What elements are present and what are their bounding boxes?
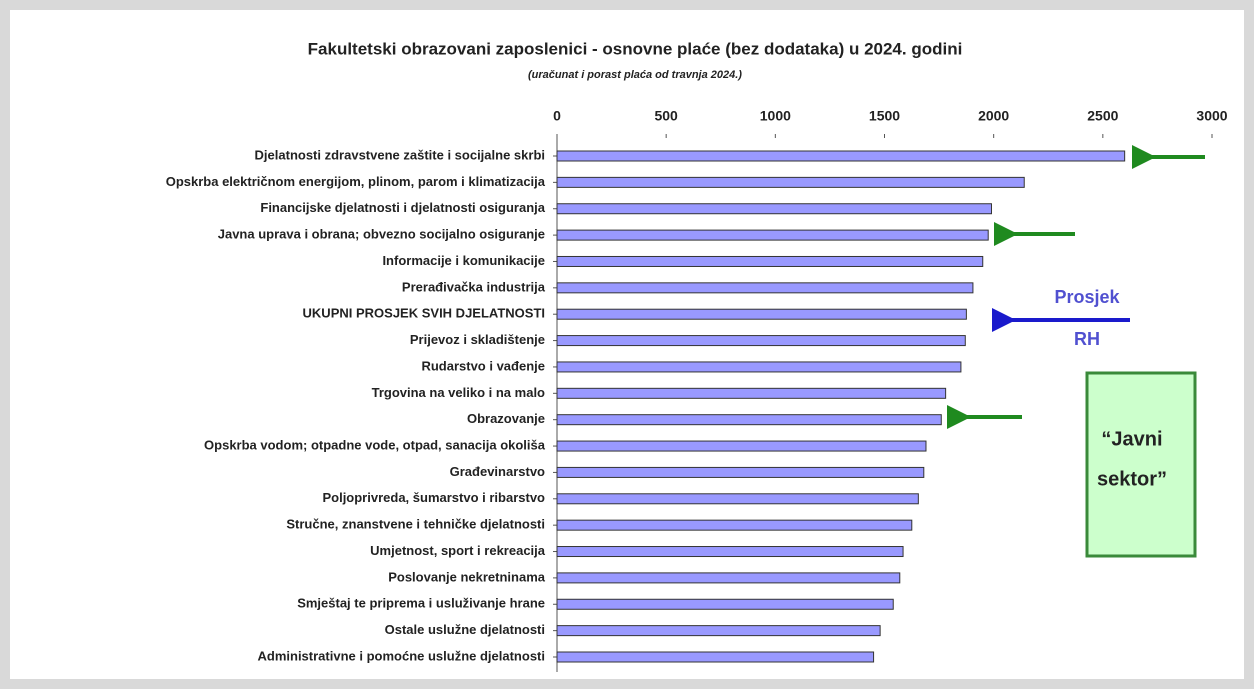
- y-tick-label: Opskrba električnom energijom, plinom, p…: [166, 174, 546, 189]
- y-tick-label: Umjetnost, sport i rekreacija: [370, 543, 546, 558]
- chart-subtitle: (uračunat i porast plaća od travnja 2024…: [528, 69, 742, 81]
- y-tick-label: Poslovanje nekretninama: [388, 569, 546, 584]
- bar: [556, 387, 947, 399]
- x-tick-label: 2500: [1087, 108, 1118, 124]
- annotation: RH: [1074, 329, 1100, 349]
- bar: [556, 229, 989, 241]
- y-tick-label: Obrazovanje: [467, 411, 545, 426]
- y-tick-label: Ostale uslužne djelatnosti: [385, 622, 545, 637]
- y-tick-label: Poljoprivreda, šumarstvo i ribarstvo: [322, 490, 545, 505]
- bar: [556, 466, 925, 478]
- y-tick-label: Informacije i komunikacije: [382, 253, 545, 268]
- y-tick-label: Javna uprava i obrana; obvezno socijalno…: [218, 227, 545, 242]
- bar: [556, 572, 901, 584]
- y-tick-label: UKUPNI PROSJEK SVIH DJELATNOSTI: [303, 306, 545, 321]
- y-tick-label: Financijske djelatnosti i djelatnosti os…: [260, 200, 545, 215]
- y-tick-label: Rudarstvo i vađenje: [421, 358, 545, 373]
- chart-title: Fakultetski obrazovani zaposlenici - osn…: [308, 39, 963, 58]
- bar: [556, 493, 919, 505]
- bar: [556, 440, 927, 452]
- bar: [556, 335, 966, 347]
- bar: [556, 203, 992, 215]
- bar: [556, 150, 1126, 162]
- y-tick-label: Opskrba vodom; otpadne vode, otpad, sana…: [204, 437, 546, 452]
- x-tick-label: 0: [553, 108, 561, 124]
- bar: [556, 361, 962, 373]
- bar: [556, 176, 1025, 188]
- x-tick-label: 1500: [869, 108, 900, 124]
- bar: [556, 519, 913, 531]
- x-tick-label: 500: [654, 108, 678, 124]
- bar: [556, 546, 904, 558]
- y-tick-label: Djelatnosti zdravstvene zaštite i socija…: [255, 147, 545, 162]
- annotation: Prosjek: [1054, 287, 1120, 307]
- x-tick-label: 3000: [1196, 108, 1227, 124]
- y-tick-label: Smještaj te priprema i usluživanje hrane: [297, 596, 545, 611]
- y-tick-label: Stručne, znanstvene i tehničke djelatnos…: [286, 517, 545, 532]
- y-tick-label: Trgovina na veliko i na malo: [372, 385, 545, 400]
- bar: [556, 651, 875, 663]
- annotation: “Javni: [1101, 428, 1162, 450]
- bar: [556, 625, 881, 637]
- bar: [556, 282, 974, 294]
- bar: [556, 598, 894, 610]
- x-tick-label: 2000: [978, 108, 1009, 124]
- bar: [556, 414, 942, 426]
- annotation: sektor”: [1097, 468, 1167, 490]
- y-tick-label: Prerađivačka industrija: [402, 279, 546, 294]
- bar: [556, 308, 967, 320]
- y-tick-label: Građevinarstvo: [450, 464, 545, 479]
- y-tick-label: Prijevoz i skladištenje: [410, 332, 545, 347]
- annotation-box: [1085, 371, 1197, 558]
- bar: [556, 255, 984, 267]
- x-tick-label: 1000: [760, 108, 791, 124]
- y-tick-label: Administrativne i pomoćne uslužne djelat…: [258, 648, 546, 663]
